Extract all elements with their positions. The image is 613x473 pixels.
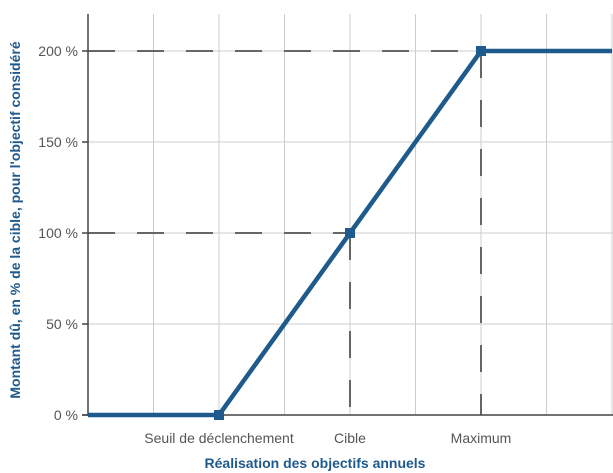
x-axis-title: Réalisation des objectifs annuels xyxy=(205,455,426,471)
data-point xyxy=(345,228,355,238)
y-tick-label: 200 % xyxy=(38,43,78,59)
y-tick-label: 0 % xyxy=(54,407,78,423)
labels: 0 % 50 % 100 % 150 % 200 % Seuil de déclenche… xyxy=(38,43,511,446)
x-tick-label: Cible xyxy=(334,430,366,446)
y-tick-label: 50 % xyxy=(46,316,78,332)
data-point xyxy=(214,410,224,420)
y-tick-label: 150 % xyxy=(38,134,78,150)
y-axis-title: Montant dû, en % de la cible, pour l'obj… xyxy=(7,41,23,398)
reference-lines xyxy=(88,50,482,415)
y-tick-label: 100 % xyxy=(38,225,78,241)
axes xyxy=(82,14,613,416)
x-tick-label: Maximum xyxy=(451,430,512,446)
x-tick-label: Seuil de déclenchement xyxy=(144,430,294,446)
series xyxy=(88,46,612,420)
data-point xyxy=(476,46,486,56)
